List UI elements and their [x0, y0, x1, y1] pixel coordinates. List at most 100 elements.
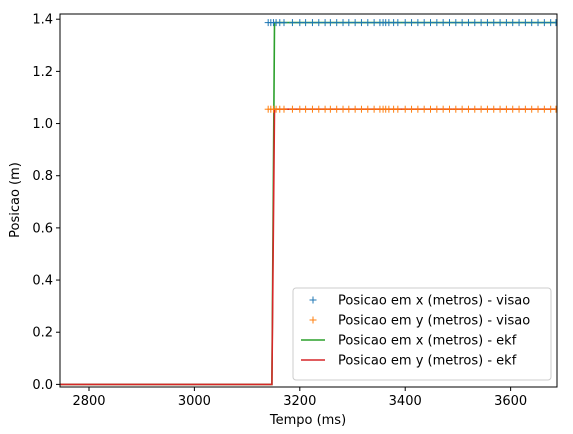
series-1-point: [483, 105, 491, 113]
series-0-point: [540, 19, 548, 27]
legend-label: Posicao em y (metros) - ekf: [338, 354, 517, 369]
series-1-point: [408, 105, 416, 113]
series-0-point: [308, 19, 316, 27]
series-0-point: [288, 19, 296, 27]
series-0-point: [502, 19, 510, 27]
x-tick-label: 3400: [389, 394, 422, 409]
series-1-point: [471, 105, 479, 113]
series-0-point: [552, 19, 557, 27]
series-0-point: [521, 19, 529, 27]
series-1-point: [280, 105, 288, 113]
y-tick-label: 0.0: [32, 378, 53, 393]
y-axis-label: Posicao (m): [8, 162, 23, 238]
series-0-point: [515, 19, 523, 27]
series-0-point: [333, 19, 341, 27]
x-tick-label: 3000: [178, 394, 211, 409]
series-1-point: [308, 105, 316, 113]
series-1-point: [490, 105, 498, 113]
legend: Posicao em x (metros) - visao Posicao em …: [292, 287, 552, 381]
series-1-point: [540, 105, 548, 113]
y-tick-label: 1.4: [32, 13, 53, 28]
series-1-point: [401, 105, 409, 113]
series-0-point: [414, 19, 422, 27]
series-0-point: [302, 19, 310, 27]
series-1-point: [445, 105, 453, 113]
series-1-point: [452, 105, 460, 113]
series-0-point: [315, 19, 323, 27]
series-0-point: [490, 19, 498, 27]
y-tick-label: 0.8: [32, 169, 53, 184]
series-0-point: [439, 19, 447, 27]
series-0-point: [357, 19, 365, 27]
series-1-point: [439, 105, 447, 113]
series-1-point: [326, 105, 334, 113]
series-1-point: [509, 105, 517, 113]
x-axis-label: Tempo (ms): [269, 413, 346, 428]
series-1-point: [288, 105, 296, 113]
series-0-point: [394, 19, 402, 27]
series-0-point: [534, 19, 542, 27]
series-0-point: [433, 19, 441, 27]
legend-label: Posicao em y (metros) - visao: [338, 314, 530, 329]
series-1-point: [427, 105, 435, 113]
series-1-point: [528, 105, 536, 113]
series-1-point: [534, 105, 542, 113]
y-tick-label: 0.6: [32, 221, 53, 236]
legend-label: Posicao em x (metros) - ekf: [338, 334, 517, 349]
series-1-point: [521, 105, 529, 113]
series-1-point: [345, 105, 353, 113]
legend-marker: [309, 296, 317, 304]
series-1-point: [433, 105, 441, 113]
series-1-point: [464, 105, 472, 113]
series-1-point: [477, 105, 485, 113]
series-0-point: [326, 19, 334, 27]
series-0-point: [464, 19, 472, 27]
legend-label: Posicao em x (metros) - visao: [338, 294, 530, 309]
series-1-point: [394, 105, 402, 113]
series-0-point: [458, 19, 466, 27]
series-0-point: [408, 19, 416, 27]
series-1-point: [333, 105, 341, 113]
series-1-point: [302, 105, 310, 113]
series-1-point: [458, 105, 466, 113]
plot-frame: [59, 13, 558, 388]
series-0-point: [364, 19, 372, 27]
series-1-point: [364, 105, 372, 113]
series-0-point: [420, 19, 428, 27]
legend-box: [292, 287, 552, 381]
axis-ticks: 2800 3000 3200 3400 3600 0.0 0.2 0.4 0.6 0.8 1.0 1.…: [32, 13, 527, 409]
x-tick-label: 2800: [72, 394, 105, 409]
x-tick-label: 3600: [494, 394, 527, 409]
series-0-point: [280, 19, 288, 27]
plot-area: [60, 19, 557, 386]
y-tick-label: 1.2: [32, 65, 53, 80]
series-0-point: [528, 19, 536, 27]
series-0-point: [345, 19, 353, 27]
plot-marks: [60, 19, 557, 386]
series-1-point: [351, 105, 359, 113]
y-tick-label: 0.2: [32, 326, 53, 341]
series-0-point: [427, 19, 435, 27]
series-0-point: [351, 19, 359, 27]
series-0-point: [452, 19, 460, 27]
series-1-point: [552, 105, 557, 113]
series-1-point: [502, 105, 510, 113]
series-1-point: [515, 105, 523, 113]
series-0-point: [483, 19, 491, 27]
series-0-point: [509, 19, 517, 27]
series-1-point: [420, 105, 428, 113]
series-0-point: [401, 19, 409, 27]
series-1-point: [315, 105, 323, 113]
series-1-point: [357, 105, 365, 113]
series-1-point: [496, 105, 504, 113]
series-0-point: [445, 19, 453, 27]
series-1-point: [414, 105, 422, 113]
y-tick-label: 0.4: [32, 274, 53, 289]
series-0-point: [477, 19, 485, 27]
series-0-point: [496, 19, 504, 27]
y-tick-label: 1.0: [32, 117, 53, 132]
x-tick-label: 3200: [283, 394, 316, 409]
series-0-point: [471, 19, 479, 27]
